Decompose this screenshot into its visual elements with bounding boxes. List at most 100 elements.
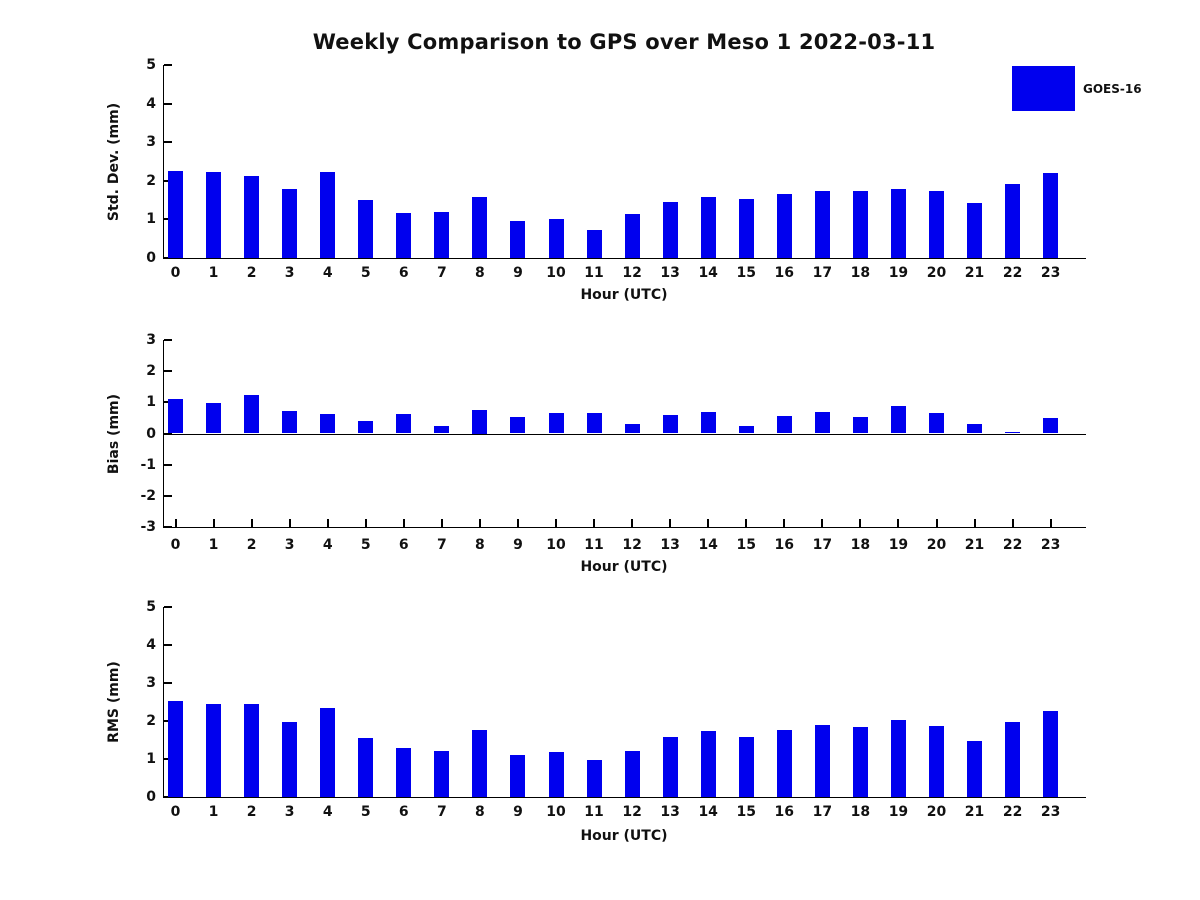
bar-hour-13	[662, 414, 678, 434]
x-tick-label: 14	[698, 537, 718, 553]
bar-hour-2	[244, 395, 260, 434]
y-tick-label: 3	[146, 134, 156, 151]
y-tick-label: 0	[146, 250, 156, 266]
x-tick	[288, 519, 291, 527]
y-tick	[164, 606, 172, 608]
x-tick-label: 22	[1002, 804, 1023, 820]
x-tick-label: 10	[546, 804, 566, 820]
x-axis-label-rms: Hour (UTC)	[580, 828, 668, 844]
x-tick-label: 5	[360, 265, 371, 281]
y-tick-label: 0	[146, 789, 156, 805]
bar-hour-16	[776, 194, 792, 258]
x-tick-label: 13	[660, 804, 680, 820]
x-tick-label: 16	[774, 537, 795, 553]
bar-hour-7	[434, 426, 450, 434]
x-tick-label: 16	[774, 265, 795, 281]
x-tick-label: 10	[546, 537, 566, 553]
x-tick-label: 11	[584, 265, 604, 281]
x-tick-label: 19	[888, 537, 909, 553]
y-tick-label: 0	[146, 425, 156, 442]
y-tick-label: 3	[146, 675, 156, 691]
bar-hour-21	[967, 203, 983, 258]
x-tick	[1049, 519, 1052, 527]
bar-hour-16	[776, 729, 792, 797]
x-tick-label: 12	[622, 265, 642, 281]
bar-hour-21	[967, 740, 983, 797]
y-tick-label: 2	[146, 363, 156, 380]
y-tick-label: 4	[146, 637, 156, 653]
x-tick-label: 0	[170, 537, 181, 553]
bar-hour-9	[510, 416, 526, 434]
y-tick-label: 1	[146, 211, 156, 228]
bar-hour-11	[586, 759, 602, 797]
bar-hour-18	[852, 417, 868, 434]
y-tick-label: -2	[140, 487, 156, 504]
x-tick	[859, 519, 862, 527]
x-tick	[593, 519, 596, 527]
bar-hour-23	[1043, 173, 1059, 258]
x-tick-label: 13	[660, 537, 680, 553]
x-tick-label: 16	[774, 804, 795, 820]
y-tick	[164, 796, 172, 798]
bar-hour-9	[510, 754, 526, 797]
x-tick-label: 2	[246, 537, 257, 553]
x-tick-label: 6	[398, 804, 409, 820]
x-tick-label: 23	[1040, 537, 1061, 553]
bar-hour-4	[320, 172, 336, 258]
y-tick	[164, 526, 172, 528]
bar-hour-12	[624, 213, 640, 258]
plot-area-bias: -3 -2 -1 0 1 2 3 0 1 2 3 4 5 6 7 8 9 10 11 12 13 14 15 16 17 18 19…	[140, 332, 1086, 553]
legend-label-goes16: GOES-16	[1083, 81, 1142, 96]
x-tick-label: 21	[964, 265, 985, 281]
bar-hour-5	[358, 200, 374, 258]
x-tick	[212, 519, 215, 527]
x-tick-label: 9	[513, 265, 523, 281]
bar-hour-14	[700, 730, 716, 797]
bar-hour-0	[168, 701, 183, 797]
x-tick-label: 2	[246, 804, 257, 820]
bar-hour-14	[700, 412, 716, 434]
x-tick-label: 5	[360, 537, 371, 553]
y-tick	[164, 432, 172, 435]
bar-hour-10	[548, 413, 564, 434]
y-tick-label: 5	[146, 599, 156, 615]
bar-hour-13	[662, 736, 678, 797]
bar-hour-1	[206, 703, 222, 797]
bar-hour-16	[776, 416, 792, 434]
x-tick-label: 0	[170, 265, 181, 281]
x-tick-label: 19	[888, 804, 909, 820]
x-tick-label: 17	[812, 265, 833, 281]
y-tick-label: 5	[146, 57, 156, 73]
x-tick-label: 4	[322, 804, 333, 820]
x-tick-label: 3	[284, 265, 295, 281]
x-tick-label: 11	[584, 804, 604, 820]
x-tick-label: 22	[1002, 265, 1023, 281]
y-tick	[164, 102, 172, 105]
x-tick-label: 7	[436, 804, 447, 820]
x-tick	[821, 519, 824, 527]
bar-hour-12	[624, 751, 640, 797]
x-tick-label: 0	[170, 804, 181, 820]
x-tick-label: 3	[284, 804, 295, 820]
bar-hour-1	[206, 402, 222, 434]
bar-hour-22	[1005, 721, 1021, 797]
x-tick	[174, 519, 177, 527]
bar-hour-3	[282, 722, 298, 797]
x-tick-label: 9	[513, 804, 523, 820]
bar-hour-20	[929, 725, 944, 797]
bar-hour-17	[814, 190, 830, 258]
y-tick	[164, 339, 172, 341]
x-tick-label: 14	[698, 804, 718, 820]
x-tick-label: 6	[398, 265, 409, 281]
y-tick-label: 2	[146, 172, 156, 189]
x-tick-label: 8	[475, 804, 485, 820]
bar-hour-11	[586, 413, 602, 434]
x-tick-label: 15	[736, 804, 756, 820]
y-tick	[164, 64, 172, 66]
bar-hour-18	[852, 726, 868, 797]
bar-hour-10	[548, 752, 564, 797]
x-tick	[631, 519, 634, 527]
x-tick-label: 12	[622, 804, 642, 820]
bar-hour-2	[244, 703, 260, 797]
bar-hour-23	[1043, 711, 1059, 797]
